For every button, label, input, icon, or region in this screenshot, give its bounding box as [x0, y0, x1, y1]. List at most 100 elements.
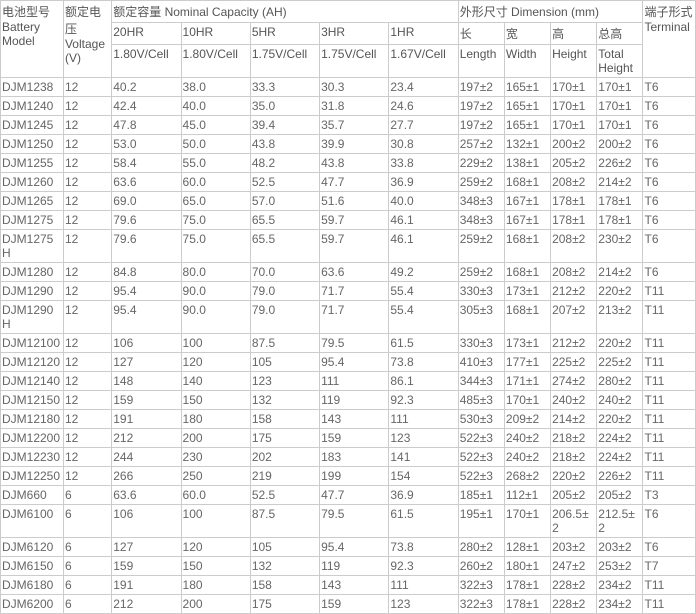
- header-20hr: 20HR: [112, 23, 181, 45]
- table-cell: 212±2: [551, 334, 597, 353]
- table-cell: 53.0: [112, 135, 181, 154]
- table-cell: DJM12140: [1, 372, 64, 391]
- table-cell: DJM1265: [1, 192, 64, 211]
- table-cell: T11: [643, 282, 696, 301]
- table-cell: T11: [643, 410, 696, 429]
- header-terminal: 端子形式 Terminal: [643, 1, 696, 78]
- table-cell: 100: [181, 334, 250, 353]
- table-cell: T6: [643, 97, 696, 116]
- table-cell: 159: [320, 429, 389, 448]
- table-cell: 266: [112, 467, 181, 486]
- table-cell: 175: [250, 595, 319, 614]
- table-cell: 63.6: [112, 173, 181, 192]
- table-cell: 12: [63, 467, 111, 486]
- table-cell: 60.0: [181, 486, 250, 505]
- table-cell: 207±2: [551, 301, 597, 334]
- table-cell: 141: [389, 448, 458, 467]
- table-cell: 71.7: [320, 301, 389, 334]
- table-cell: 180: [181, 576, 250, 595]
- table-cell: 240±2: [504, 448, 550, 467]
- header-model: 电池型号 Battery Model: [1, 1, 64, 78]
- table-cell: 12: [63, 301, 111, 334]
- table-cell: 80.0: [181, 263, 250, 282]
- table-cell: 410±3: [458, 353, 504, 372]
- header-3hr-sub: 1.75V/Cell: [320, 45, 389, 78]
- table-cell: 150: [181, 391, 250, 410]
- table-cell: 6: [63, 576, 111, 595]
- table-cell: 58.4: [112, 154, 181, 173]
- table-cell: 159: [112, 557, 181, 576]
- table-cell: 180±1: [504, 557, 550, 576]
- table-cell: 220±2: [597, 410, 643, 429]
- table-cell: 42.4: [112, 97, 181, 116]
- table-cell: 214±2: [597, 173, 643, 192]
- table-cell: 260±2: [458, 557, 504, 576]
- header-length: 长: [458, 23, 504, 45]
- table-cell: 224±2: [597, 448, 643, 467]
- table-cell: DJM12180: [1, 410, 64, 429]
- table-cell: DJM1290H: [1, 301, 64, 334]
- table-row: DJM1223012244230202183141522±3240±2218±2…: [1, 448, 696, 467]
- table-cell: 45.0: [181, 116, 250, 135]
- table-cell: 65.5: [250, 230, 319, 263]
- table-cell: 206.5±2: [551, 505, 597, 538]
- table-cell: 52.5: [250, 486, 319, 505]
- table-cell: 30.3: [320, 78, 389, 97]
- header-5hr: 5HR: [250, 23, 319, 45]
- table-cell: DJM1275H: [1, 230, 64, 263]
- table-cell: T6: [643, 505, 696, 538]
- table-row: DJM121501215915013211992.3485±3170±1240±…: [1, 391, 696, 410]
- table-cell: 60.0: [181, 173, 250, 192]
- table-cell: T11: [643, 576, 696, 595]
- table-cell: 65.5: [250, 211, 319, 230]
- table-cell: DJM12250: [1, 467, 64, 486]
- header-5hr-sub: 1.75V/Cell: [250, 45, 319, 78]
- table-cell: 128±1: [504, 538, 550, 557]
- table-cell: 40.0: [389, 192, 458, 211]
- table-cell: 87.5: [250, 334, 319, 353]
- table-cell: 70.0: [250, 263, 319, 282]
- table-cell: 178±1: [551, 192, 597, 211]
- table-cell: 159: [320, 595, 389, 614]
- table-cell: 105: [250, 538, 319, 557]
- table-cell: 214±2: [597, 263, 643, 282]
- table-cell: DJM1280: [1, 263, 64, 282]
- table-cell: T6: [643, 78, 696, 97]
- table-cell: 12: [63, 372, 111, 391]
- table-cell: 47.8: [112, 116, 181, 135]
- table-cell: 191: [112, 410, 181, 429]
- table-cell: 180: [181, 410, 250, 429]
- table-cell: 240±2: [504, 429, 550, 448]
- table-cell: 86.1: [389, 372, 458, 391]
- table-cell: 127: [112, 538, 181, 557]
- table-cell: DJM12100: [1, 334, 64, 353]
- table-cell: 111: [389, 410, 458, 429]
- table-cell: T6: [643, 211, 696, 230]
- table-cell: 12: [63, 173, 111, 192]
- table-cell: DJM1240: [1, 97, 64, 116]
- table-cell: 170±1: [551, 78, 597, 97]
- battery-spec-table: 电池型号 Battery Model 额定电压 Voltage (V) 额定容量…: [0, 0, 696, 614]
- table-row: DJM12401242.440.035.031.824.6197±2165±11…: [1, 97, 696, 116]
- table-cell: 132: [250, 557, 319, 576]
- table-cell: 159: [112, 391, 181, 410]
- header-1hr: 1HR: [389, 23, 458, 45]
- table-cell: T11: [643, 391, 696, 410]
- table-cell: 322±3: [458, 595, 504, 614]
- table-cell: DJM6180: [1, 576, 64, 595]
- table-cell: 165±1: [504, 116, 550, 135]
- table-cell: 257±2: [458, 135, 504, 154]
- table-cell: 234±2: [597, 595, 643, 614]
- table-cell: 61.5: [389, 505, 458, 538]
- table-cell: 170±1: [504, 391, 550, 410]
- table-cell: 48.2: [250, 154, 319, 173]
- table-cell: 212: [112, 429, 181, 448]
- table-cell: 158: [250, 410, 319, 429]
- table-cell: 322±3: [458, 576, 504, 595]
- table-cell: 39.9: [320, 135, 389, 154]
- table-cell: 213±2: [597, 301, 643, 334]
- table-cell: 170±1: [597, 116, 643, 135]
- table-cell: 522±3: [458, 448, 504, 467]
- table-cell: 143: [320, 576, 389, 595]
- table-row: DJM1275H1279.675.065.559.746.1259±2168±1…: [1, 230, 696, 263]
